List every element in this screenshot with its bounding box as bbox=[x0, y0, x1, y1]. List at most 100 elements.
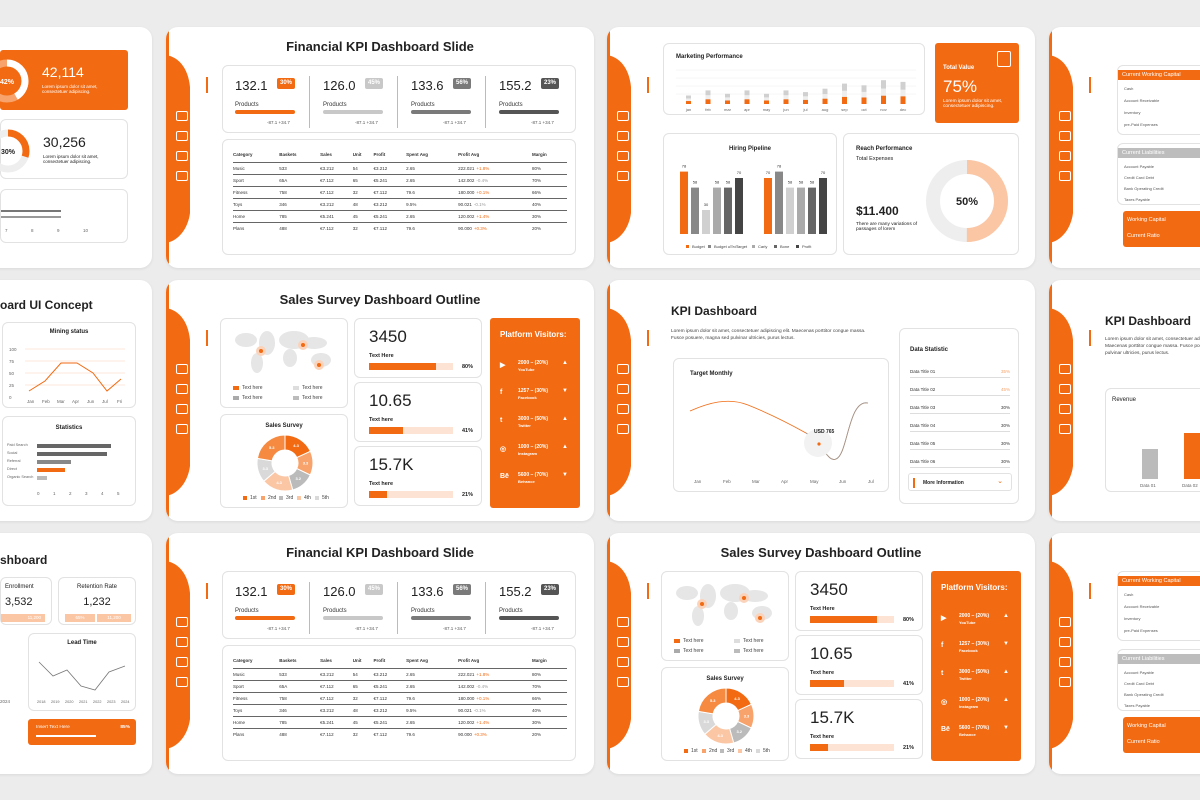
kpi-row-card: 132.1 30% Products -87.1 +34.7 126.0 45% Produ… bbox=[222, 65, 576, 133]
table-row: Home 785 €5.241 45 €5.241 2.65 120.002 +1.4% 30% bbox=[233, 210, 567, 223]
profit-avg: 90.000 bbox=[458, 732, 472, 737]
kpi-foot: -87.1 +34.7 bbox=[531, 626, 554, 631]
change: +1.8% bbox=[476, 672, 490, 677]
twitter-icon: t bbox=[500, 417, 503, 424]
pie-slice-label: 3.3 bbox=[703, 719, 709, 724]
platform-name: Behance bbox=[959, 732, 976, 737]
legend-label: Text here bbox=[743, 648, 764, 654]
rail-edge bbox=[166, 280, 169, 521]
legend-swatch bbox=[734, 648, 740, 653]
reach-donut: 50% bbox=[926, 160, 1008, 242]
stat-label: Text here bbox=[810, 670, 835, 676]
orange-side-rail bbox=[1049, 533, 1091, 774]
kpi-value: 133.6 bbox=[411, 78, 444, 93]
stat-track bbox=[810, 744, 894, 751]
briefcase-icon bbox=[1059, 677, 1071, 687]
table-cell: 533 bbox=[279, 162, 321, 175]
insert-label: Insert Text Here bbox=[36, 725, 70, 730]
column-header: Unit bbox=[352, 658, 362, 663]
table-row: Music 533 €3.212 54 €3.212 2.65 222.021 +1.8% 80… bbox=[233, 668, 567, 681]
rail-tick bbox=[1089, 77, 1091, 93]
platform-range: 1257 – (30%) bbox=[959, 641, 990, 647]
change: +1.8% bbox=[476, 166, 490, 171]
right-partial-slide-3: Current Working Capital Cash Account Recei… bbox=[1049, 533, 1200, 774]
briefcase-icon bbox=[617, 424, 629, 434]
rail-edge bbox=[166, 27, 169, 268]
total-value-card: Total Value 75% Lorem ipsum dolor sit amet… bbox=[935, 43, 1019, 123]
kpi-divider bbox=[397, 582, 398, 634]
row-value: 30% bbox=[1000, 459, 1010, 464]
kpi-divider bbox=[485, 76, 486, 128]
card-title: Hiring Pipeline bbox=[728, 146, 771, 152]
kpi-bar bbox=[323, 110, 383, 114]
table-cell: Toys bbox=[233, 704, 280, 717]
y-tick: 100 bbox=[9, 347, 17, 352]
bar-light bbox=[803, 96, 808, 100]
bar-orange bbox=[900, 96, 906, 104]
kpi-value: 155.2 bbox=[499, 584, 532, 599]
mining-status-card: Mining status 100 75 50 25 0 Jan Feb Mar Apr Jun Ju… bbox=[2, 322, 136, 408]
month-label: Jun bbox=[839, 479, 847, 484]
table-cell: €3.212 bbox=[320, 162, 353, 175]
kpi-label: Products bbox=[411, 608, 435, 614]
stat-label: Text Here bbox=[369, 353, 394, 359]
rail-edge bbox=[607, 280, 610, 521]
table-cell: 79.6 bbox=[406, 692, 459, 705]
pie-title: Sales Survey bbox=[265, 423, 303, 429]
legend-label: Text here bbox=[302, 385, 323, 391]
donut-30: 30% bbox=[0, 129, 30, 173]
category-label: Organic Search bbox=[7, 475, 34, 479]
mining-line bbox=[28, 362, 122, 392]
table-row: Sport 65A €7.112 65 €5.241 2.65 142.002 -0.4% 70… bbox=[233, 680, 567, 693]
stat-bar bbox=[37, 468, 65, 472]
stat-percent: 41% bbox=[461, 428, 473, 434]
table-row: Plans 488 €7.112 32 €7.112 79.6 90.000 +0.3% 20% bbox=[233, 728, 567, 740]
row-label: Data Title 05 bbox=[910, 441, 936, 446]
table-cell: €5.241 bbox=[373, 716, 407, 729]
reach-value orange: $11.400 bbox=[856, 204, 899, 218]
trend-icon: ▼ bbox=[1003, 641, 1009, 647]
hiring-legend-item: Budget bbox=[686, 244, 705, 249]
h-bar bbox=[1, 210, 61, 212]
pie-legend-item: 4th bbox=[297, 495, 311, 501]
stat-percent: 21% bbox=[902, 745, 914, 751]
more-information-button[interactable]: More Information ⌄ bbox=[908, 473, 1012, 491]
facebook-icon: f bbox=[500, 389, 503, 396]
table-cell: 222.021 +1.8% bbox=[458, 162, 532, 175]
kpi-bar bbox=[411, 616, 471, 620]
marketing-bar-chart: jan feb mar apr may jun jul aug sep oct nov dec bbox=[676, 69, 916, 112]
column-header: Category bbox=[233, 658, 253, 663]
table-cell: 66% bbox=[531, 186, 567, 199]
stat-percent: 21% bbox=[461, 492, 473, 498]
month-label: jul bbox=[802, 107, 807, 112]
axis-tick: 4 bbox=[101, 491, 104, 496]
map-legend-item: Text here bbox=[734, 648, 764, 654]
rail-shape bbox=[607, 533, 631, 774]
kpi-card: 133.6 56% Products -87.1 +34.7 bbox=[399, 572, 485, 640]
map-marker bbox=[742, 596, 746, 600]
behance-icon: Bē bbox=[500, 473, 509, 480]
map-legend-item: Text here bbox=[233, 395, 263, 401]
kpi-value: 126.0 bbox=[323, 584, 356, 599]
rail-curve bbox=[166, 561, 190, 749]
bar-orange bbox=[881, 95, 886, 104]
legend-label: 1st bbox=[250, 495, 257, 501]
table-cell: 9.5% bbox=[406, 704, 459, 717]
pie-slice-label: 3.3 bbox=[744, 714, 750, 719]
slide-title: Sales Survey Dashboard Outline bbox=[279, 292, 481, 307]
pie-slice-label: 4.3 bbox=[293, 443, 299, 448]
year-tick: 2022 bbox=[93, 700, 102, 704]
table-cell: 488 bbox=[279, 222, 321, 234]
map-legend-item: Text here bbox=[734, 638, 764, 644]
row-value: 35% bbox=[1000, 369, 1010, 374]
bar bbox=[1184, 433, 1200, 479]
platform-title: Platform Visitors: bbox=[500, 330, 567, 339]
rail-shape bbox=[1049, 533, 1073, 774]
legend-swatch bbox=[674, 648, 680, 653]
table-cell: 785 bbox=[279, 716, 321, 729]
rail-tick bbox=[1089, 583, 1091, 599]
column-header: Margin bbox=[531, 658, 547, 663]
filter-icon bbox=[1059, 637, 1071, 647]
bar-orange bbox=[705, 99, 711, 104]
profit-avg: 180.000 bbox=[458, 696, 475, 701]
